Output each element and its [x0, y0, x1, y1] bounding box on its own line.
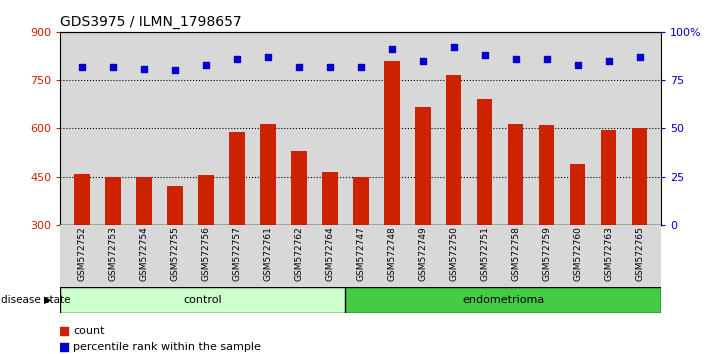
Text: GSM572763: GSM572763 — [604, 226, 613, 281]
Point — [58, 344, 70, 350]
Point — [107, 64, 119, 69]
Text: ▶: ▶ — [43, 295, 51, 305]
Text: GSM572765: GSM572765 — [635, 226, 644, 281]
Point — [541, 56, 552, 62]
Point — [479, 52, 491, 58]
Point — [634, 54, 646, 60]
Bar — [260, 125, 276, 225]
Bar — [322, 172, 338, 225]
Bar — [415, 107, 431, 225]
Point — [58, 328, 70, 334]
Bar — [105, 177, 121, 225]
Text: GSM572748: GSM572748 — [387, 226, 396, 281]
Text: GSM572754: GSM572754 — [139, 226, 149, 281]
Text: disease state: disease state — [1, 295, 71, 305]
Bar — [137, 177, 151, 225]
Text: GSM572753: GSM572753 — [109, 226, 117, 281]
Bar — [229, 132, 245, 225]
Bar — [75, 174, 90, 225]
Text: GSM572761: GSM572761 — [264, 226, 272, 281]
Bar — [539, 125, 555, 225]
Text: GSM572747: GSM572747 — [356, 226, 365, 281]
Point — [76, 64, 87, 69]
Point — [139, 66, 150, 72]
Bar — [446, 75, 461, 225]
Point — [231, 56, 242, 62]
Bar — [570, 164, 585, 225]
Point — [293, 64, 304, 69]
Text: GSM572756: GSM572756 — [201, 226, 210, 281]
Point — [448, 45, 459, 50]
Point — [510, 56, 521, 62]
Text: GSM572752: GSM572752 — [77, 226, 87, 281]
Text: count: count — [73, 326, 105, 336]
Bar — [601, 130, 616, 225]
Text: GSM572764: GSM572764 — [326, 226, 334, 281]
Point — [262, 54, 274, 60]
Point — [417, 58, 429, 64]
Bar — [60, 287, 345, 313]
Bar — [508, 124, 523, 225]
Bar — [167, 186, 183, 225]
Point — [572, 62, 583, 68]
Bar — [632, 128, 647, 225]
Point — [386, 46, 397, 52]
Text: GSM572757: GSM572757 — [232, 226, 242, 281]
Text: GDS3975 / ILMN_1798657: GDS3975 / ILMN_1798657 — [60, 16, 242, 29]
Text: percentile rank within the sample: percentile rank within the sample — [73, 342, 261, 352]
Point — [169, 68, 181, 73]
Text: GSM572758: GSM572758 — [511, 226, 520, 281]
Text: GSM572749: GSM572749 — [418, 226, 427, 281]
Text: GSM572760: GSM572760 — [573, 226, 582, 281]
Bar — [291, 151, 306, 225]
Point — [201, 62, 212, 68]
Bar — [384, 61, 400, 225]
Point — [355, 64, 367, 69]
Text: GSM572762: GSM572762 — [294, 226, 304, 281]
Text: control: control — [183, 295, 222, 305]
Text: GSM572759: GSM572759 — [542, 226, 551, 281]
Bar — [477, 99, 493, 225]
Bar — [198, 175, 214, 225]
Bar — [353, 177, 368, 225]
Bar — [345, 287, 661, 313]
Text: GSM572755: GSM572755 — [171, 226, 179, 281]
Text: endometrioma: endometrioma — [462, 295, 544, 305]
Text: GSM572751: GSM572751 — [480, 226, 489, 281]
Text: GSM572750: GSM572750 — [449, 226, 458, 281]
Point — [603, 58, 614, 64]
Point — [324, 64, 336, 69]
